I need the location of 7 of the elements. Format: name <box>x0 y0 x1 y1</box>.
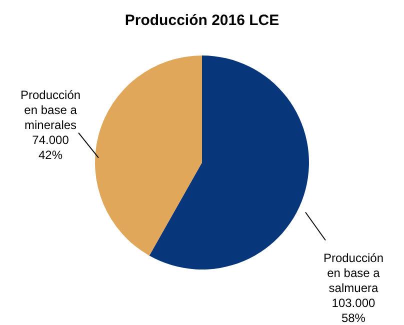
data-label: 103.000 58% <box>332 296 376 325</box>
slice-label: Producción en base a minerales <box>20 88 81 132</box>
pie-slice <box>149 56 309 270</box>
data-label: 74.000 42% <box>32 132 70 162</box>
chart-title: Producción 2016 LCE <box>124 12 280 29</box>
pie-slice <box>95 56 202 256</box>
slice-label: Producción en base a salmuera <box>323 251 384 296</box>
